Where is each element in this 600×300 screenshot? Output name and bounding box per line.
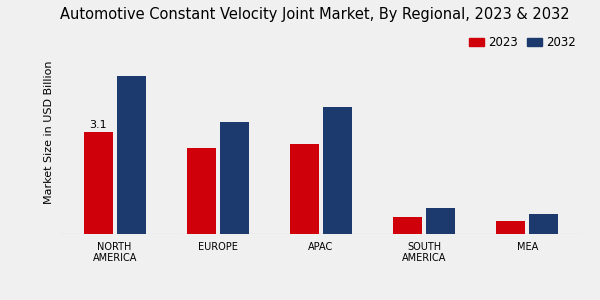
Bar [187, 148, 216, 234]
Bar [496, 221, 525, 234]
Bar [529, 214, 558, 234]
Bar [220, 122, 249, 234]
Bar [290, 143, 319, 234]
Y-axis label: Market Size in USD Billion: Market Size in USD Billion [44, 60, 55, 204]
Text: Automotive Constant Velocity Joint Market, By Regional, 2023 & 2032: Automotive Constant Velocity Joint Marke… [60, 7, 569, 22]
Bar [426, 208, 455, 234]
Bar [117, 76, 146, 234]
Bar [84, 132, 113, 234]
Bar [323, 107, 352, 234]
Bar [393, 217, 422, 234]
Text: 3.1: 3.1 [89, 120, 107, 130]
Legend: 2023, 2032: 2023, 2032 [469, 36, 576, 49]
